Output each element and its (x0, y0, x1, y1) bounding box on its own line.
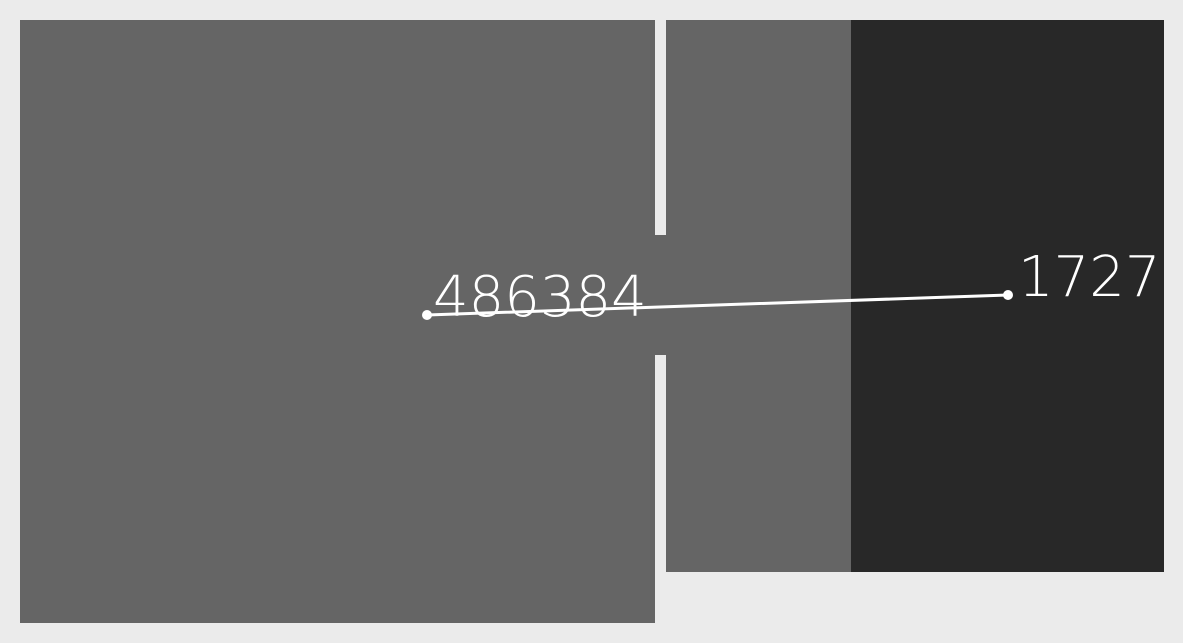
region-left (20, 20, 655, 623)
connector-start-label: 486384 (433, 265, 647, 330)
connector-end-label: 1727 (1018, 245, 1161, 310)
